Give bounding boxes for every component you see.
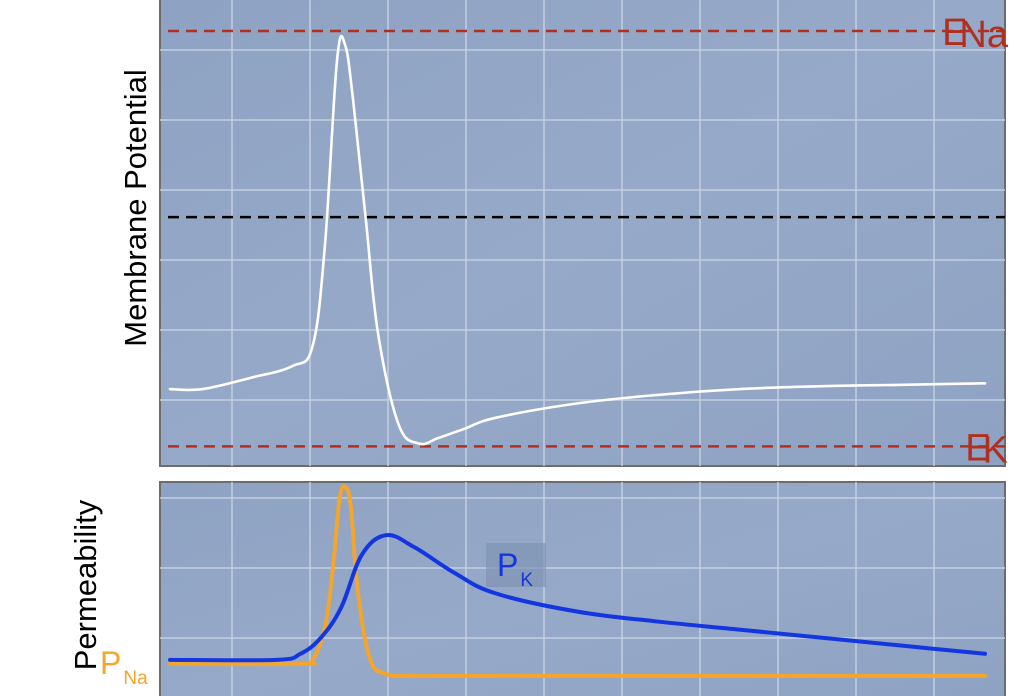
membrane-potential-trace <box>168 34 987 446</box>
e_na-label: ENa <box>942 12 1009 56</box>
permeability-series <box>168 484 987 679</box>
e_k-label-sub: K <box>983 429 1008 471</box>
membrane-y-axis-label: Membrane Potential <box>118 69 153 346</box>
e_k-label: EK <box>965 427 1008 471</box>
permeability-y-axis-label: Permeability <box>68 499 103 670</box>
permeability-plot-background <box>159 481 1006 696</box>
p-na-label-main: P <box>100 645 121 681</box>
p-na-label-sub: Na <box>123 668 148 689</box>
membrane-gridlines <box>160 0 1005 466</box>
e_na-label-main: E <box>942 12 967 54</box>
permeability-series-labels: P NaP K <box>100 543 546 689</box>
membrane-plot-background <box>159 0 1006 467</box>
p-na-permeability-curve <box>168 484 987 679</box>
p-k-label-main: P <box>497 547 518 583</box>
membrane-reference-lines <box>168 29 1005 448</box>
p-k-permeability-curve <box>168 533 987 663</box>
permeability-panel: P NaP K Permeability <box>68 481 1006 696</box>
p-k-label-sub: K <box>520 570 533 591</box>
e_k-label-main: E <box>965 427 990 469</box>
e_na-label-sub: Na <box>959 14 1008 56</box>
permeability-gridlines <box>160 482 1005 696</box>
p-na-series-label: P Na <box>100 645 148 689</box>
membrane-series <box>168 34 987 446</box>
p-k-label-box <box>486 543 546 587</box>
